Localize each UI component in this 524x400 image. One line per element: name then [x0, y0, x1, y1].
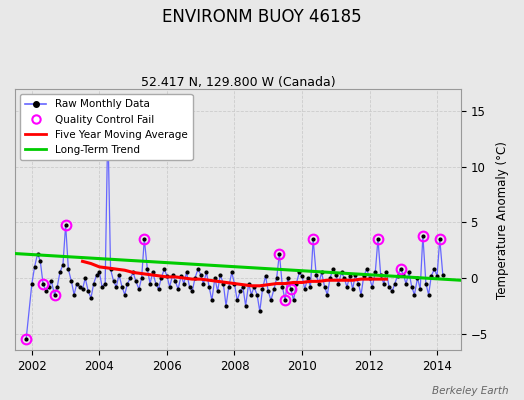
Text: Berkeley Earth: Berkeley Earth [432, 386, 508, 396]
Title: 52.417 N, 129.800 W (Canada): 52.417 N, 129.800 W (Canada) [140, 76, 335, 89]
Text: ENVIRONM BUOY 46185: ENVIRONM BUOY 46185 [162, 8, 362, 26]
Y-axis label: Temperature Anomaly (°C): Temperature Anomaly (°C) [496, 141, 509, 298]
Legend: Raw Monthly Data, Quality Control Fail, Five Year Moving Average, Long-Term Tren: Raw Monthly Data, Quality Control Fail, … [20, 94, 192, 160]
